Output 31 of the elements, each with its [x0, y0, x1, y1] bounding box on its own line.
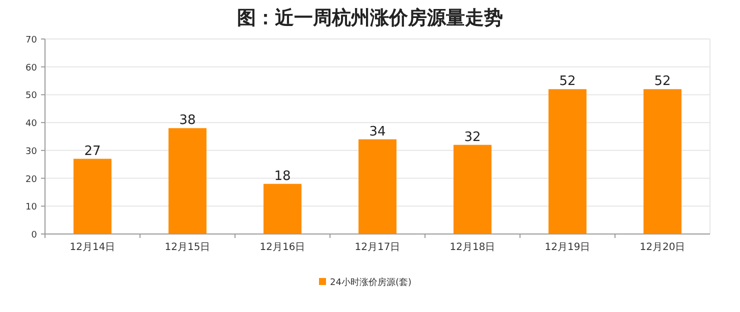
x-tick-label: 12月15日 [164, 242, 210, 253]
y-tick-label: 70 [26, 36, 38, 46]
bar [644, 89, 682, 234]
data-label: 18 [274, 168, 291, 184]
bar [264, 184, 302, 234]
x-tick-label: 12月17日 [354, 242, 400, 253]
bar [548, 89, 586, 234]
y-tick-label: 10 [26, 202, 38, 213]
data-label: 34 [369, 124, 386, 140]
y-tick-label: 0 [31, 230, 38, 240]
data-label: 38 [179, 113, 196, 128]
bar [454, 144, 492, 234]
bar [74, 158, 112, 234]
x-tick-label: 12月19日 [544, 242, 590, 253]
x-tick-label: 12月14日 [70, 242, 116, 253]
x-tick-label: 12月20日 [640, 242, 686, 253]
data-label: 52 [654, 74, 671, 90]
y-tick-label: 30 [26, 146, 38, 157]
x-tick-label: 12月16日 [260, 242, 306, 253]
legend-label: 24小时涨价房源(套) [330, 277, 412, 288]
bar [168, 128, 206, 234]
data-label: 27 [84, 144, 101, 159]
data-label: 32 [464, 130, 481, 145]
y-tick-label: 50 [26, 91, 38, 102]
chart-title: 图：近一周杭州涨价房源量走势 [237, 7, 503, 29]
y-tick-label: 20 [26, 174, 38, 185]
y-tick-label: 40 [26, 119, 38, 130]
x-tick-label: 12月18日 [450, 242, 496, 253]
y-tick-label: 60 [26, 63, 38, 74]
data-label: 52 [559, 74, 576, 90]
bar [358, 139, 396, 234]
